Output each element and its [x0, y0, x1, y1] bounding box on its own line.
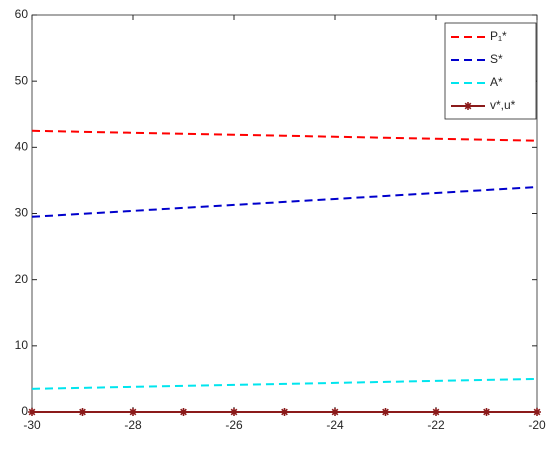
y-tick-label: 50: [15, 73, 29, 87]
series-line: [31, 377, 538, 390]
x-tick-label: -28: [124, 418, 142, 432]
x-tick-label: -22: [427, 418, 445, 432]
marker: [331, 408, 339, 416]
marker: [464, 102, 472, 110]
marker: [280, 408, 289, 416]
marker: [78, 408, 87, 416]
legend-box: [444, 22, 537, 120]
marker: [482, 408, 491, 416]
y-tick-label: 10: [15, 338, 29, 352]
y-tick-label: 60: [15, 7, 29, 21]
legend-label: A*: [490, 75, 503, 89]
x-tick-label: -24: [326, 418, 344, 432]
series-line: [31, 186, 538, 218]
x-tick-label: -26: [225, 418, 243, 432]
marker: [432, 408, 440, 416]
y-tick-label: 20: [15, 272, 29, 286]
legend-label: v*,u*: [490, 98, 516, 112]
marker: [179, 408, 188, 416]
legend-label: P₁*: [490, 29, 507, 43]
x-tick-label: -30: [23, 418, 41, 432]
marker: [230, 408, 238, 416]
y-tick-label: 30: [15, 206, 29, 220]
marker: [129, 408, 137, 416]
x-tick-label: -20: [528, 418, 546, 432]
legend: P₁* S* A* v*,u*: [444, 22, 537, 120]
y-tick-label: 40: [15, 140, 29, 154]
marker: [28, 408, 36, 416]
marker: [381, 408, 390, 416]
marker: [533, 408, 541, 416]
legend-label: S*: [490, 52, 503, 66]
y-tick-label: 0: [21, 404, 28, 418]
series-line: [31, 129, 538, 142]
